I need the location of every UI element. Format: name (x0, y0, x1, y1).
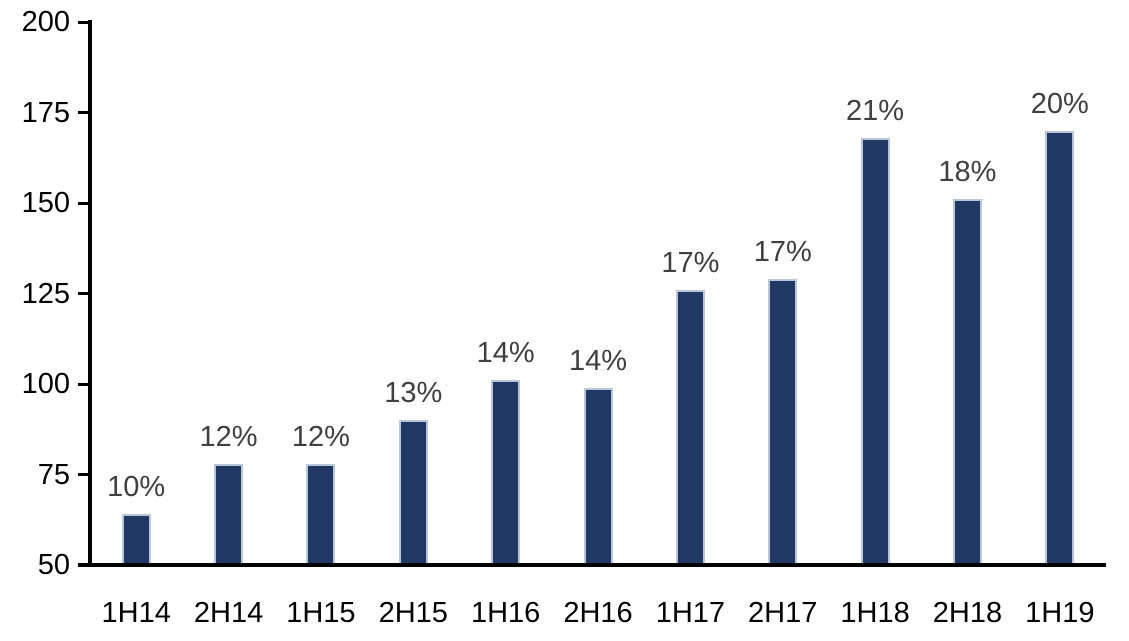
bar (1045, 130, 1075, 567)
x-axis-tick-label: 1H18 (840, 597, 910, 629)
bar-value-label: 20% (1030, 87, 1089, 120)
x-axis-tick-label: 2H15 (378, 597, 448, 629)
x-axis-tick-label: 2H14 (193, 597, 264, 629)
bar-value-label: 10% (107, 471, 166, 504)
x-axis-line (78, 563, 1106, 567)
x-axis-tick-label: 2H18 (932, 597, 1003, 629)
bar (860, 137, 890, 567)
y-axis-tick-label: 175 (21, 96, 70, 129)
y-axis-tick-label: 125 (21, 277, 70, 310)
bar (306, 463, 336, 567)
bar-value-label: 17% (661, 246, 720, 279)
bar (398, 420, 428, 567)
y-axis-tick-label: 75 (37, 458, 70, 491)
y-axis-tick-mark (78, 111, 90, 114)
y-axis-tick-mark (78, 20, 90, 24)
y-axis-tick-label: 200 (21, 6, 70, 38)
bar (214, 463, 244, 567)
bar-value-label: 14% (568, 344, 628, 377)
y-axis-tick-label: 150 (21, 187, 70, 219)
x-axis-tick-label: 1H14 (101, 597, 171, 629)
bar-value-label: 18% (938, 156, 997, 189)
y-axis-tick-label: 100 (21, 368, 70, 400)
y-axis-tick-label: 50 (37, 549, 70, 581)
bar-value-label: 17% (753, 236, 812, 269)
bar (952, 199, 982, 567)
bar-value-label: 12% (291, 420, 350, 453)
y-axis-tick-mark (78, 201, 90, 205)
x-axis-tick-label: 1H17 (655, 597, 726, 629)
x-axis-tick-label: 2H17 (748, 597, 818, 629)
bar (675, 289, 705, 567)
x-axis-tick-label: 1H15 (286, 597, 356, 629)
y-axis-line (88, 20, 92, 567)
x-axis-tick-label: 2H16 (563, 597, 633, 629)
y-axis-tick-mark (78, 382, 90, 386)
bar (491, 380, 521, 567)
x-axis-tick-label: 1H19 (1025, 597, 1095, 629)
bar-value-label: 12% (199, 420, 258, 453)
bar-value-label: 14% (476, 337, 535, 370)
x-axis-tick-label: 1H16 (470, 597, 541, 629)
bar (583, 387, 613, 567)
y-axis-tick-mark (78, 473, 90, 476)
y-axis-tick-mark (78, 292, 90, 295)
bar-value-label: 13% (384, 377, 443, 410)
bar (121, 514, 151, 567)
bar-value-label: 21% (846, 94, 905, 127)
bar (768, 279, 798, 567)
